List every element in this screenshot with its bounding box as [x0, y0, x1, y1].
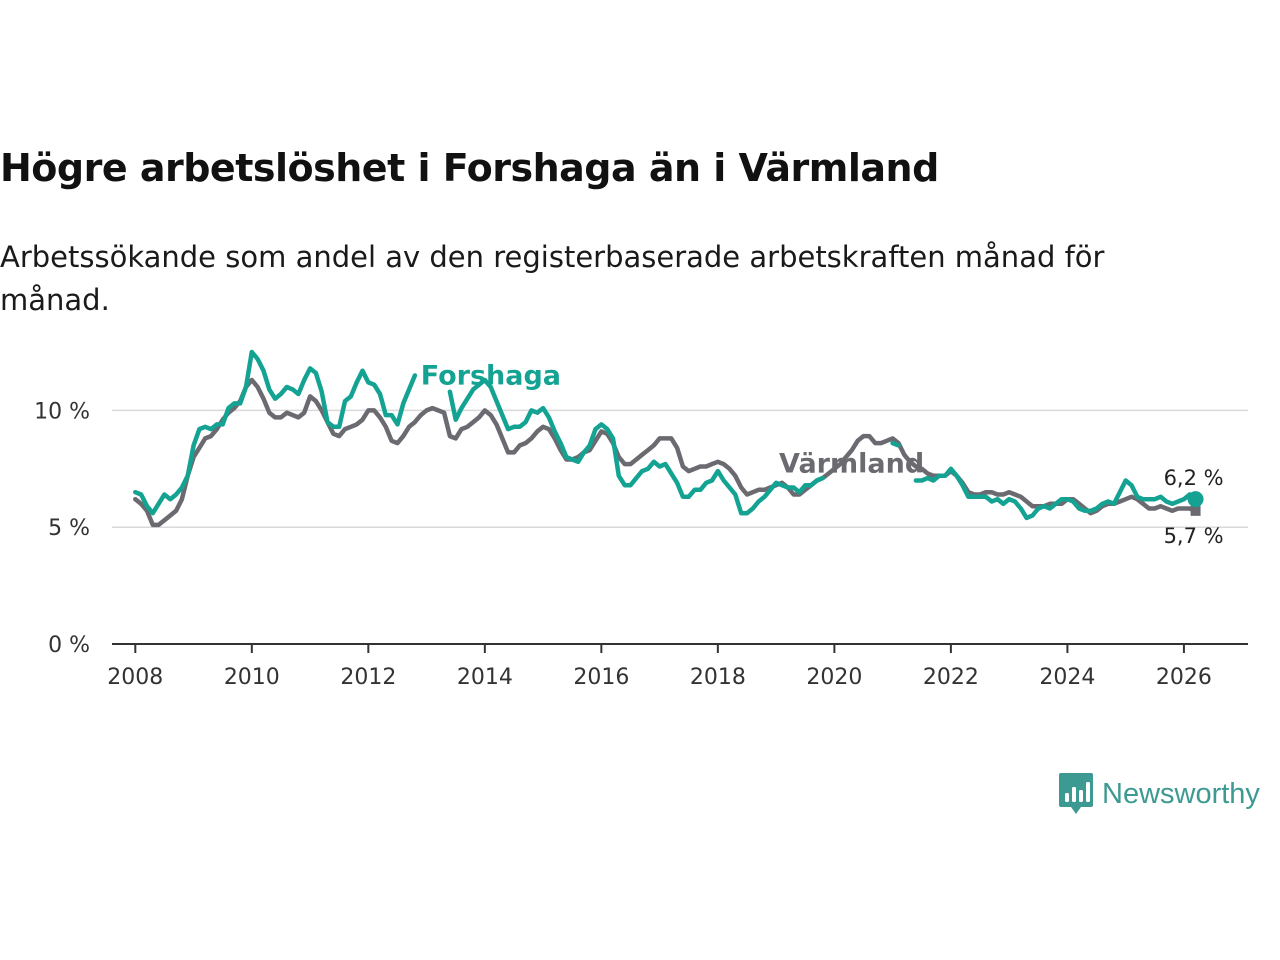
- line-chart: 0 %5 %10 % 2008 2010 2012 2014 2016 2018 2020 2…: [34, 349, 1248, 690]
- x-axis: 2008 2010 2012 2014 2016 2018 2020 2022 2024 2026: [107, 643, 1248, 690]
- chart-title: Högre arbetslöshet i Forshaga än i Värml…: [0, 146, 939, 190]
- series-label-varmland: Värmland: [779, 448, 924, 479]
- x-tick-label: 2026: [1156, 665, 1212, 690]
- x-tick-label: 2020: [806, 665, 862, 690]
- x-tick-label: 2022: [923, 665, 979, 690]
- end-marker-forshaga: [1187, 491, 1204, 508]
- newsworthy-logo[interactable]: Newsworthy: [1058, 772, 1260, 816]
- series-line-forshaga: [133, 349, 1198, 521]
- series-labels: 6,2 % 5,7 % Forshaga Värmland: [421, 361, 1224, 548]
- x-tick-label: 2008: [107, 665, 163, 690]
- x-tick-label: 2010: [224, 665, 280, 690]
- y-axis: 0 % 5 % 10 %: [34, 399, 90, 658]
- x-tick-label: 2012: [340, 665, 396, 690]
- gridlines: [112, 409, 1248, 528]
- series-lines: [133, 349, 1204, 528]
- newsworthy-chart-bubble-icon: [1059, 773, 1093, 814]
- series-label-forshaga: Forshaga: [421, 361, 561, 392]
- x-tick-label: 2014: [457, 665, 513, 690]
- end-value-label-varmland: 5,7 %: [1164, 524, 1224, 548]
- y-tick-label: 10 %: [34, 399, 90, 424]
- series-line-vrmland: [133, 377, 1198, 528]
- end-marker-varmland: [1190, 505, 1201, 516]
- x-tick-label: 2024: [1039, 665, 1095, 690]
- end-value-label-forshaga: 6,2 %: [1164, 466, 1224, 490]
- y-tick-label: 0 %: [48, 633, 90, 658]
- brand-name: Newsworthy: [1102, 777, 1260, 810]
- chart-subtitle: Arbetssökande som andel av den registerb…: [0, 240, 1105, 317]
- x-tick-label: 2018: [690, 665, 746, 690]
- x-tick-label: 2016: [573, 665, 629, 690]
- y-tick-label: 5 %: [48, 516, 90, 541]
